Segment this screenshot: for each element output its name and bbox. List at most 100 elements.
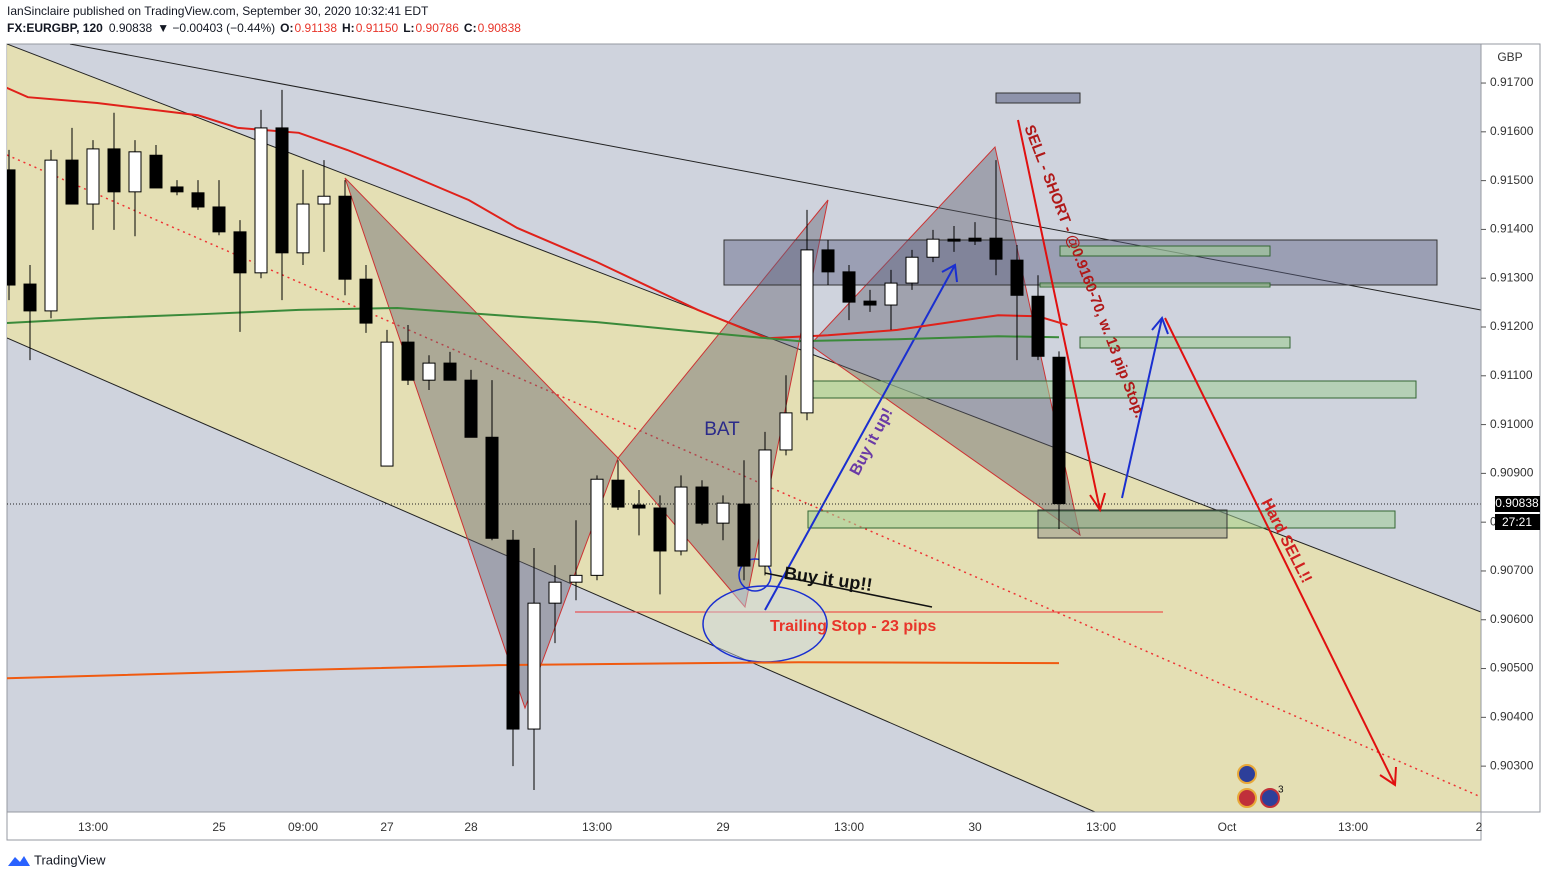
x-tick-label: 25 — [212, 820, 226, 834]
candle-body — [1031, 295, 1045, 357]
brand: TradingView — [34, 852, 106, 867]
x-tick-label: 13:00 — [582, 820, 612, 834]
candle-body — [7, 169, 16, 286]
x-tick-label: 09:00 — [288, 820, 318, 834]
ohlc-label: L: — [403, 21, 414, 35]
x-tick-label: 2 — [1476, 820, 1483, 834]
y-tick-label: 0.90600 — [1490, 612, 1534, 626]
candle-body — [317, 195, 331, 205]
stop-note: Trailing Stop - 23 pips — [770, 618, 936, 635]
zone — [1039, 282, 1271, 288]
candle-body — [443, 362, 457, 381]
price-tag: 0.90838 27:21 — [1495, 496, 1540, 530]
y-tick-label: 0.91200 — [1490, 319, 1534, 333]
candle-body — [611, 479, 625, 508]
pattern-label: BAT — [704, 419, 740, 440]
x-tick-label: 13:00 — [834, 820, 864, 834]
x-tick-label: 13:00 — [1086, 820, 1116, 834]
price-tag-label: 0.90838 — [1495, 496, 1539, 510]
header-value: 0.90838 — [478, 21, 522, 35]
y-tick-label: 0.91300 — [1490, 270, 1534, 284]
candle-body — [779, 412, 793, 451]
candle-body — [380, 341, 394, 467]
header-value: 0.91150 — [356, 21, 399, 35]
sell-arrow — [1164, 317, 1396, 786]
candle-body — [548, 581, 562, 604]
candle-body — [233, 231, 247, 274]
candle-body — [212, 206, 226, 233]
candle-body — [191, 192, 205, 208]
candle-body — [905, 256, 919, 284]
candle-body — [569, 574, 583, 583]
ohlc-label: H: — [342, 21, 355, 35]
candle-body — [23, 283, 37, 312]
y-tick-label: 0.91500 — [1490, 173, 1534, 187]
candle-body — [170, 186, 184, 193]
arrow-head — [1089, 492, 1106, 513]
currency: GBP — [1497, 50, 1522, 64]
highlight-circle — [738, 558, 772, 592]
y-tick-label: 0.90400 — [1490, 710, 1534, 724]
countdown: 27:21 — [1502, 515, 1532, 529]
candle-body — [86, 148, 100, 205]
price-axis — [1480, 43, 1541, 813]
candle-body — [422, 362, 436, 381]
zone — [807, 380, 1417, 399]
event-icon[interactable] — [1260, 788, 1280, 808]
event-icon[interactable] — [1237, 788, 1257, 808]
pointer-line — [764, 572, 933, 608]
ohlc-label: O: — [280, 21, 293, 35]
axis-ticks: 0.903000.904000.905000.906000.907000.908… — [78, 75, 1534, 834]
header-value: 0.90838 — [109, 21, 153, 35]
y-tick-label: 0.90300 — [1490, 758, 1534, 772]
symbol: FX:EURGBP, 120 — [7, 21, 103, 35]
candle-body — [296, 203, 310, 254]
trendline — [69, 44, 1481, 311]
candle-body — [149, 154, 163, 189]
candle-body — [737, 503, 751, 567]
countdown-box — [1495, 514, 1540, 530]
drawings — [7, 44, 1481, 812]
channel-lower — [7, 337, 1096, 812]
zone — [807, 510, 1396, 529]
buy-arrow — [764, 264, 956, 611]
y-tick-label: 0.90900 — [1490, 466, 1534, 480]
header-value: ▼ −0.00403 (−0.44%) — [157, 21, 275, 35]
time-axis — [6, 811, 1482, 841]
arrow-head — [1379, 766, 1397, 787]
x-tick-label: Oct — [1218, 820, 1237, 834]
candle-body — [632, 504, 646, 509]
candle-body — [65, 159, 79, 205]
moving-average — [7, 306, 1060, 343]
y-tick-label: 0.91000 — [1490, 417, 1534, 431]
candle-body — [674, 486, 688, 552]
candle-body — [485, 436, 499, 539]
zone — [1037, 509, 1228, 539]
logo — [8, 856, 30, 866]
candle-body — [401, 341, 415, 381]
candle-body — [1052, 356, 1066, 505]
event-count: 3 — [1278, 785, 1284, 796]
y-tick-label: 0.90700 — [1490, 563, 1534, 577]
event-icon[interactable] — [1237, 764, 1257, 784]
x-tick-label: 27 — [380, 820, 394, 834]
candle-body — [527, 602, 541, 730]
x-tick-label: 13:00 — [1338, 820, 1368, 834]
candle-body — [338, 195, 352, 280]
candle-body — [989, 237, 1003, 260]
sell-arrow — [1017, 119, 1101, 511]
arrow-head — [941, 263, 958, 283]
candle-body — [44, 159, 58, 312]
y-tick-label: 0.91700 — [1490, 75, 1534, 89]
y-tick-label: 0.91600 — [1490, 124, 1534, 138]
candle-body — [884, 282, 898, 306]
candle-body — [590, 478, 604, 576]
channel-fill — [7, 44, 1481, 812]
candle-body — [842, 271, 856, 303]
dotted-line — [7, 154, 1481, 798]
candle-body — [275, 127, 289, 254]
header-value: 0.91138 — [295, 21, 338, 35]
candle-body — [800, 249, 814, 414]
candle-body — [1010, 259, 1024, 296]
